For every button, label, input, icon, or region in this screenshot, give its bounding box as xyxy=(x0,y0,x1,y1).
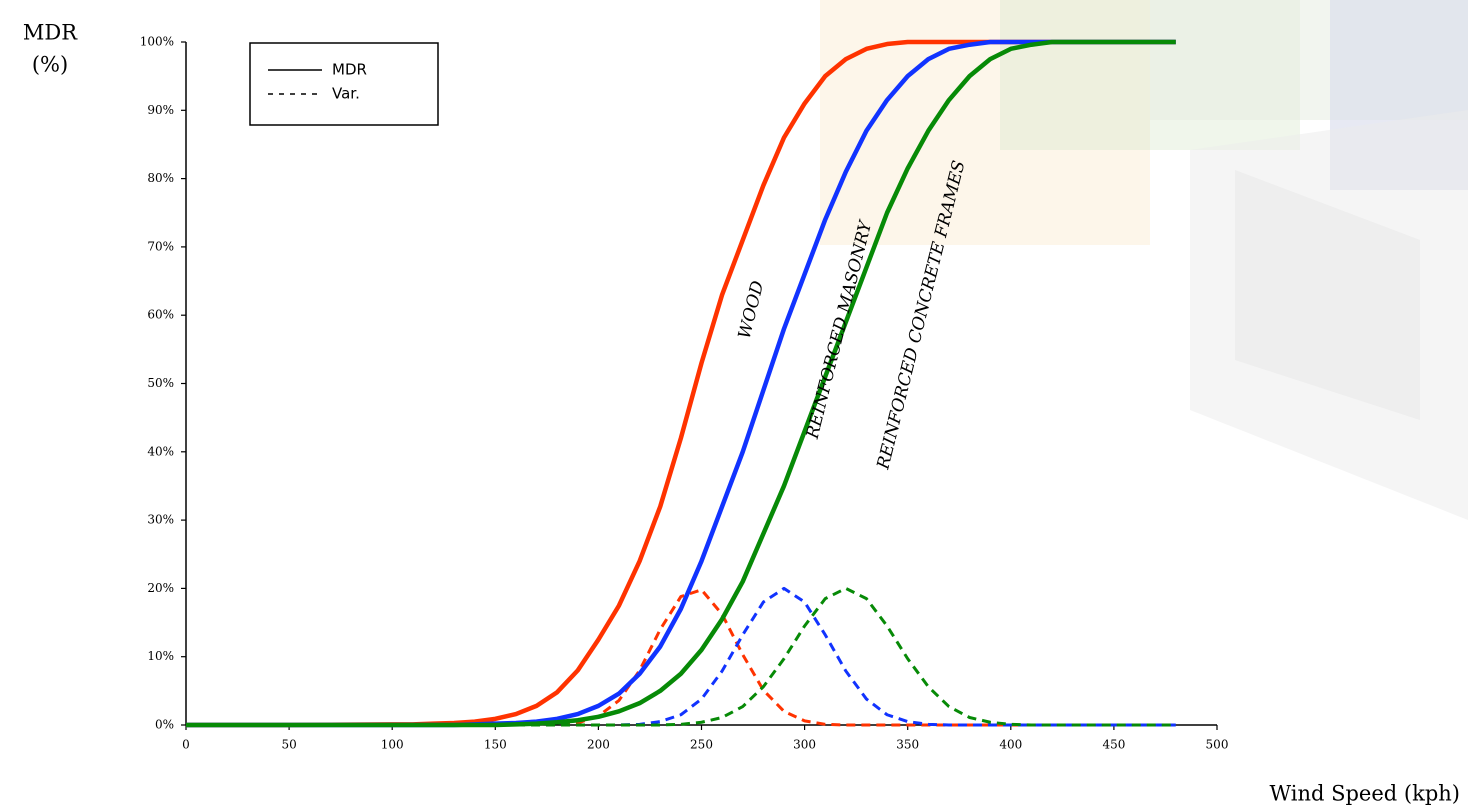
y-tick-label: 20% xyxy=(147,581,174,595)
x-tick-label: 250 xyxy=(690,738,713,752)
chart: MDR (%) Wind Speed (kph) 0% 10% 20% 30% 40% 5… xyxy=(0,0,1468,812)
y-tick-label: 30% xyxy=(147,513,174,527)
y-tick-label: 70% xyxy=(147,239,174,253)
x-tick-label: 500 xyxy=(1206,738,1229,752)
curve-annotation: WOOD xyxy=(735,278,769,340)
x-tick-label: 350 xyxy=(896,738,919,752)
x-tick-label: 0 xyxy=(182,738,190,752)
y-tick-label: 10% xyxy=(147,649,174,663)
x-tick-label: 150 xyxy=(484,738,507,752)
x-axis-label: Wind Speed (kph) xyxy=(1270,782,1460,806)
x-tick-label: 200 xyxy=(587,738,610,752)
background-decoration xyxy=(820,0,1468,520)
y-axis-label: (%) xyxy=(32,53,68,77)
y-tick-label: 0% xyxy=(155,718,174,732)
x-tick-label: 300 xyxy=(793,738,816,752)
y-tick-label: 90% xyxy=(147,103,174,117)
x-tick-label: 400 xyxy=(999,738,1022,752)
y-tick-label: 50% xyxy=(147,376,174,390)
y-tick-label: 60% xyxy=(147,308,174,322)
y-tick-label: 40% xyxy=(147,444,174,458)
y-tick-label: 80% xyxy=(147,171,174,185)
y-tick-label: 100% xyxy=(140,35,174,49)
x-tick-label: 100 xyxy=(381,738,404,752)
legend-label: Var. xyxy=(332,85,360,103)
y-axis-label: MDR xyxy=(23,21,78,45)
x-tick-label: 50 xyxy=(281,738,296,752)
legend-label: MDR xyxy=(332,61,367,79)
x-tick-label: 450 xyxy=(1102,738,1125,752)
